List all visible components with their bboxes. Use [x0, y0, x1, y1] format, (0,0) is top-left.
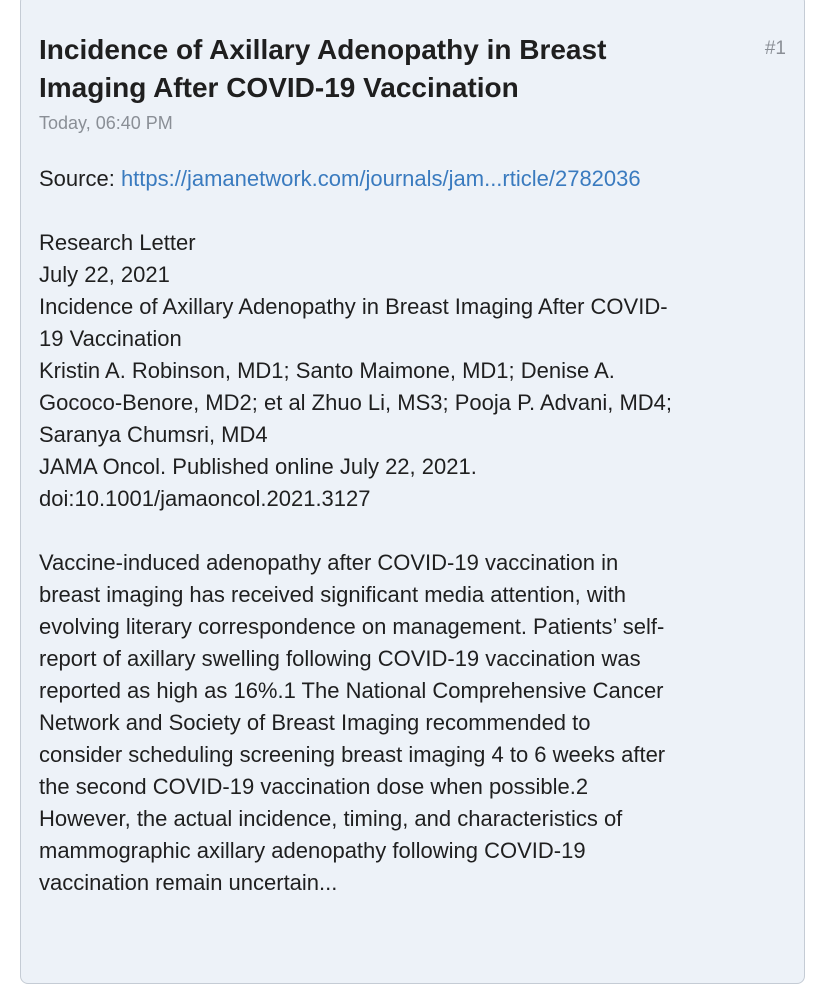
- abstract-line: reported as high as 16%.1 The National C…: [39, 678, 664, 703]
- source-label: Source:: [39, 166, 121, 191]
- source-link[interactable]: https://jamanetwork.com/journals/jam...r…: [120, 166, 641, 191]
- post-title: Incidence of Axillary Adenopathy in Brea…: [39, 34, 607, 103]
- body-line-authors-3: Saranya Chumsri, MD4: [39, 422, 268, 447]
- abstract-line: Vaccine-induced adenopathy after COVID-1…: [39, 550, 619, 575]
- post-timestamp: Today, 06:40 PM: [39, 113, 173, 133]
- abstract-line: report of axillary swelling following CO…: [39, 646, 641, 671]
- abstract-line: the second COVID-19 vaccination dose whe…: [39, 774, 589, 799]
- body-line-authors-1: Kristin A. Robinson, MD1; Santo Maimone,…: [39, 358, 615, 383]
- body-line-authors-2: Gococo-Benore, MD2; et al Zhuo Li, MS3; …: [39, 390, 673, 415]
- abstract-line: evolving literary correspondence on mana…: [39, 614, 665, 639]
- body-line-journal: JAMA Oncol. Published online July 22, 20…: [39, 454, 477, 479]
- abstract-line: breast imaging has received significant …: [39, 582, 626, 607]
- post-body: Source: https://jamanetwork.com/journals…: [39, 163, 791, 899]
- abstract-line: However, the actual incidence, timing, a…: [39, 806, 623, 831]
- abstract-line: Network and Society of Breast Imaging re…: [39, 710, 591, 735]
- post-number[interactable]: #1: [764, 38, 786, 59]
- body-line-research-type: Research Letter: [39, 230, 196, 255]
- post-card: #1 Incidence of Axillary Adenopathy in B…: [20, 0, 805, 984]
- source-line: Source: https://jamanetwork.com/journals…: [39, 163, 791, 195]
- body-line-date: July 22, 2021: [39, 262, 170, 287]
- abstract-paragraph: Vaccine-induced adenopathy after COVID-1…: [39, 547, 791, 899]
- body-line-title-1: Incidence of Axillary Adenopathy in Brea…: [39, 294, 668, 319]
- abstract-line: mammographic axillary adenopathy followi…: [39, 838, 586, 863]
- spacer: [39, 515, 791, 547]
- spacer: [39, 195, 791, 227]
- body-line-doi: doi:10.1001/jamaoncol.2021.3127: [39, 486, 371, 511]
- body-line-title-2: 19 Vaccination: [39, 326, 182, 351]
- abstract-line: consider scheduling screening breast ima…: [39, 742, 666, 767]
- abstract-line: vaccination remain uncertain...: [39, 870, 338, 895]
